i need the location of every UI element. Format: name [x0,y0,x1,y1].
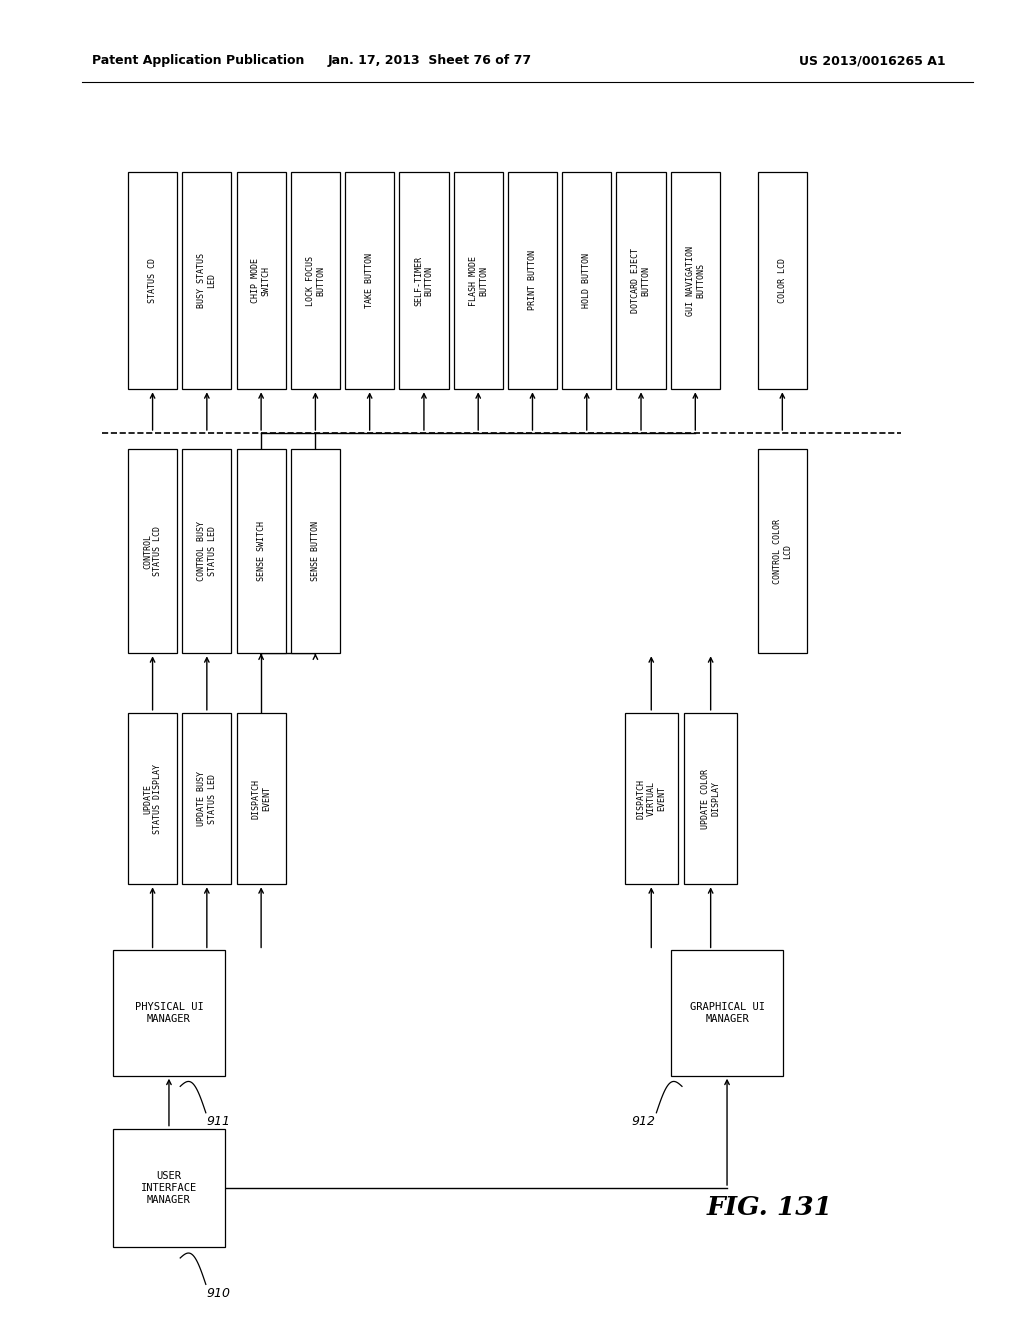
Bar [182,713,231,884]
Text: FIG. 131: FIG. 131 [707,1196,833,1220]
Bar [237,172,286,389]
Text: CONTROL
STATUS LCD: CONTROL STATUS LCD [143,527,162,576]
Text: US 2013/0016265 A1: US 2013/0016265 A1 [799,54,945,67]
Bar [616,172,666,389]
Bar [399,172,449,389]
Bar [113,1129,225,1247]
Bar [182,449,231,653]
Bar [454,172,503,389]
Text: LOCK FOCUS
BUTTON: LOCK FOCUS BUTTON [306,256,325,305]
Bar [671,172,720,389]
Text: GUI NAVIGATION
BUTTONS: GUI NAVIGATION BUTTONS [686,246,705,315]
Text: BUSY STATUS
LED: BUSY STATUS LED [198,253,216,308]
Text: COLOR LCD: COLOR LCD [778,257,786,304]
Bar [128,713,177,884]
Text: Jan. 17, 2013  Sheet 76 of 77: Jan. 17, 2013 Sheet 76 of 77 [328,54,532,67]
Bar [237,713,286,884]
Text: GRAPHICAL UI
MANAGER: GRAPHICAL UI MANAGER [689,1002,765,1024]
Text: PHYSICAL UI
MANAGER: PHYSICAL UI MANAGER [134,1002,204,1024]
Text: SENSE SWITCH: SENSE SWITCH [257,521,265,581]
Text: 910: 910 [207,1287,230,1300]
Text: 912: 912 [632,1115,655,1129]
Text: HOLD BUTTON: HOLD BUTTON [583,253,591,308]
Text: CONTROL COLOR
LCD: CONTROL COLOR LCD [773,519,792,583]
Text: UPDATE
STATUS DISPLAY: UPDATE STATUS DISPLAY [143,763,162,834]
Text: DISPATCH
VIRTUAL
EVENT: DISPATCH VIRTUAL EVENT [636,779,667,818]
Text: 911: 911 [207,1115,230,1129]
Bar [128,449,177,653]
Text: DOTCARD EJECT
BUTTON: DOTCARD EJECT BUTTON [632,248,650,313]
Text: UPDATE COLOR
DISPLAY: UPDATE COLOR DISPLAY [701,768,720,829]
Text: Patent Application Publication: Patent Application Publication [92,54,304,67]
Text: STATUS CD: STATUS CD [148,257,157,304]
Bar [508,172,557,389]
Text: CONTROL BUSY
STATUS LED: CONTROL BUSY STATUS LED [198,521,216,581]
Bar [291,172,340,389]
Bar [625,713,678,884]
Bar [113,950,225,1076]
Text: DISPATCH
EVENT: DISPATCH EVENT [252,779,270,818]
Bar [562,172,611,389]
Bar [758,172,807,389]
Bar [237,449,286,653]
Text: UPDATE BUSY
STATUS LED: UPDATE BUSY STATUS LED [198,771,216,826]
Bar [128,172,177,389]
Bar [182,172,231,389]
Bar [671,950,783,1076]
Text: CHIP MODE
SWITCH: CHIP MODE SWITCH [252,257,270,304]
Bar [684,713,737,884]
Text: USER
INTERFACE
MANAGER: USER INTERFACE MANAGER [141,1171,197,1205]
Text: SENSE BUTTON: SENSE BUTTON [311,521,319,581]
Text: FLASH MODE
BUTTON: FLASH MODE BUTTON [469,256,487,305]
Text: TAKE BUTTON: TAKE BUTTON [366,253,374,308]
Text: PRINT BUTTON: PRINT BUTTON [528,251,537,310]
Bar [758,449,807,653]
Bar [345,172,394,389]
Text: SELF-TIMER
BUTTON: SELF-TIMER BUTTON [415,256,433,305]
Bar [291,449,340,653]
